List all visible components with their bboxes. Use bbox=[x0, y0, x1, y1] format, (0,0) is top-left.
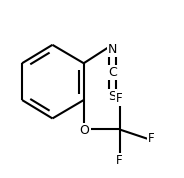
Text: C: C bbox=[108, 66, 117, 79]
Text: O: O bbox=[80, 124, 90, 137]
Text: F: F bbox=[148, 132, 154, 145]
Text: F: F bbox=[116, 154, 123, 167]
Text: F: F bbox=[116, 92, 123, 105]
Text: S: S bbox=[108, 90, 116, 103]
Text: N: N bbox=[108, 43, 117, 56]
